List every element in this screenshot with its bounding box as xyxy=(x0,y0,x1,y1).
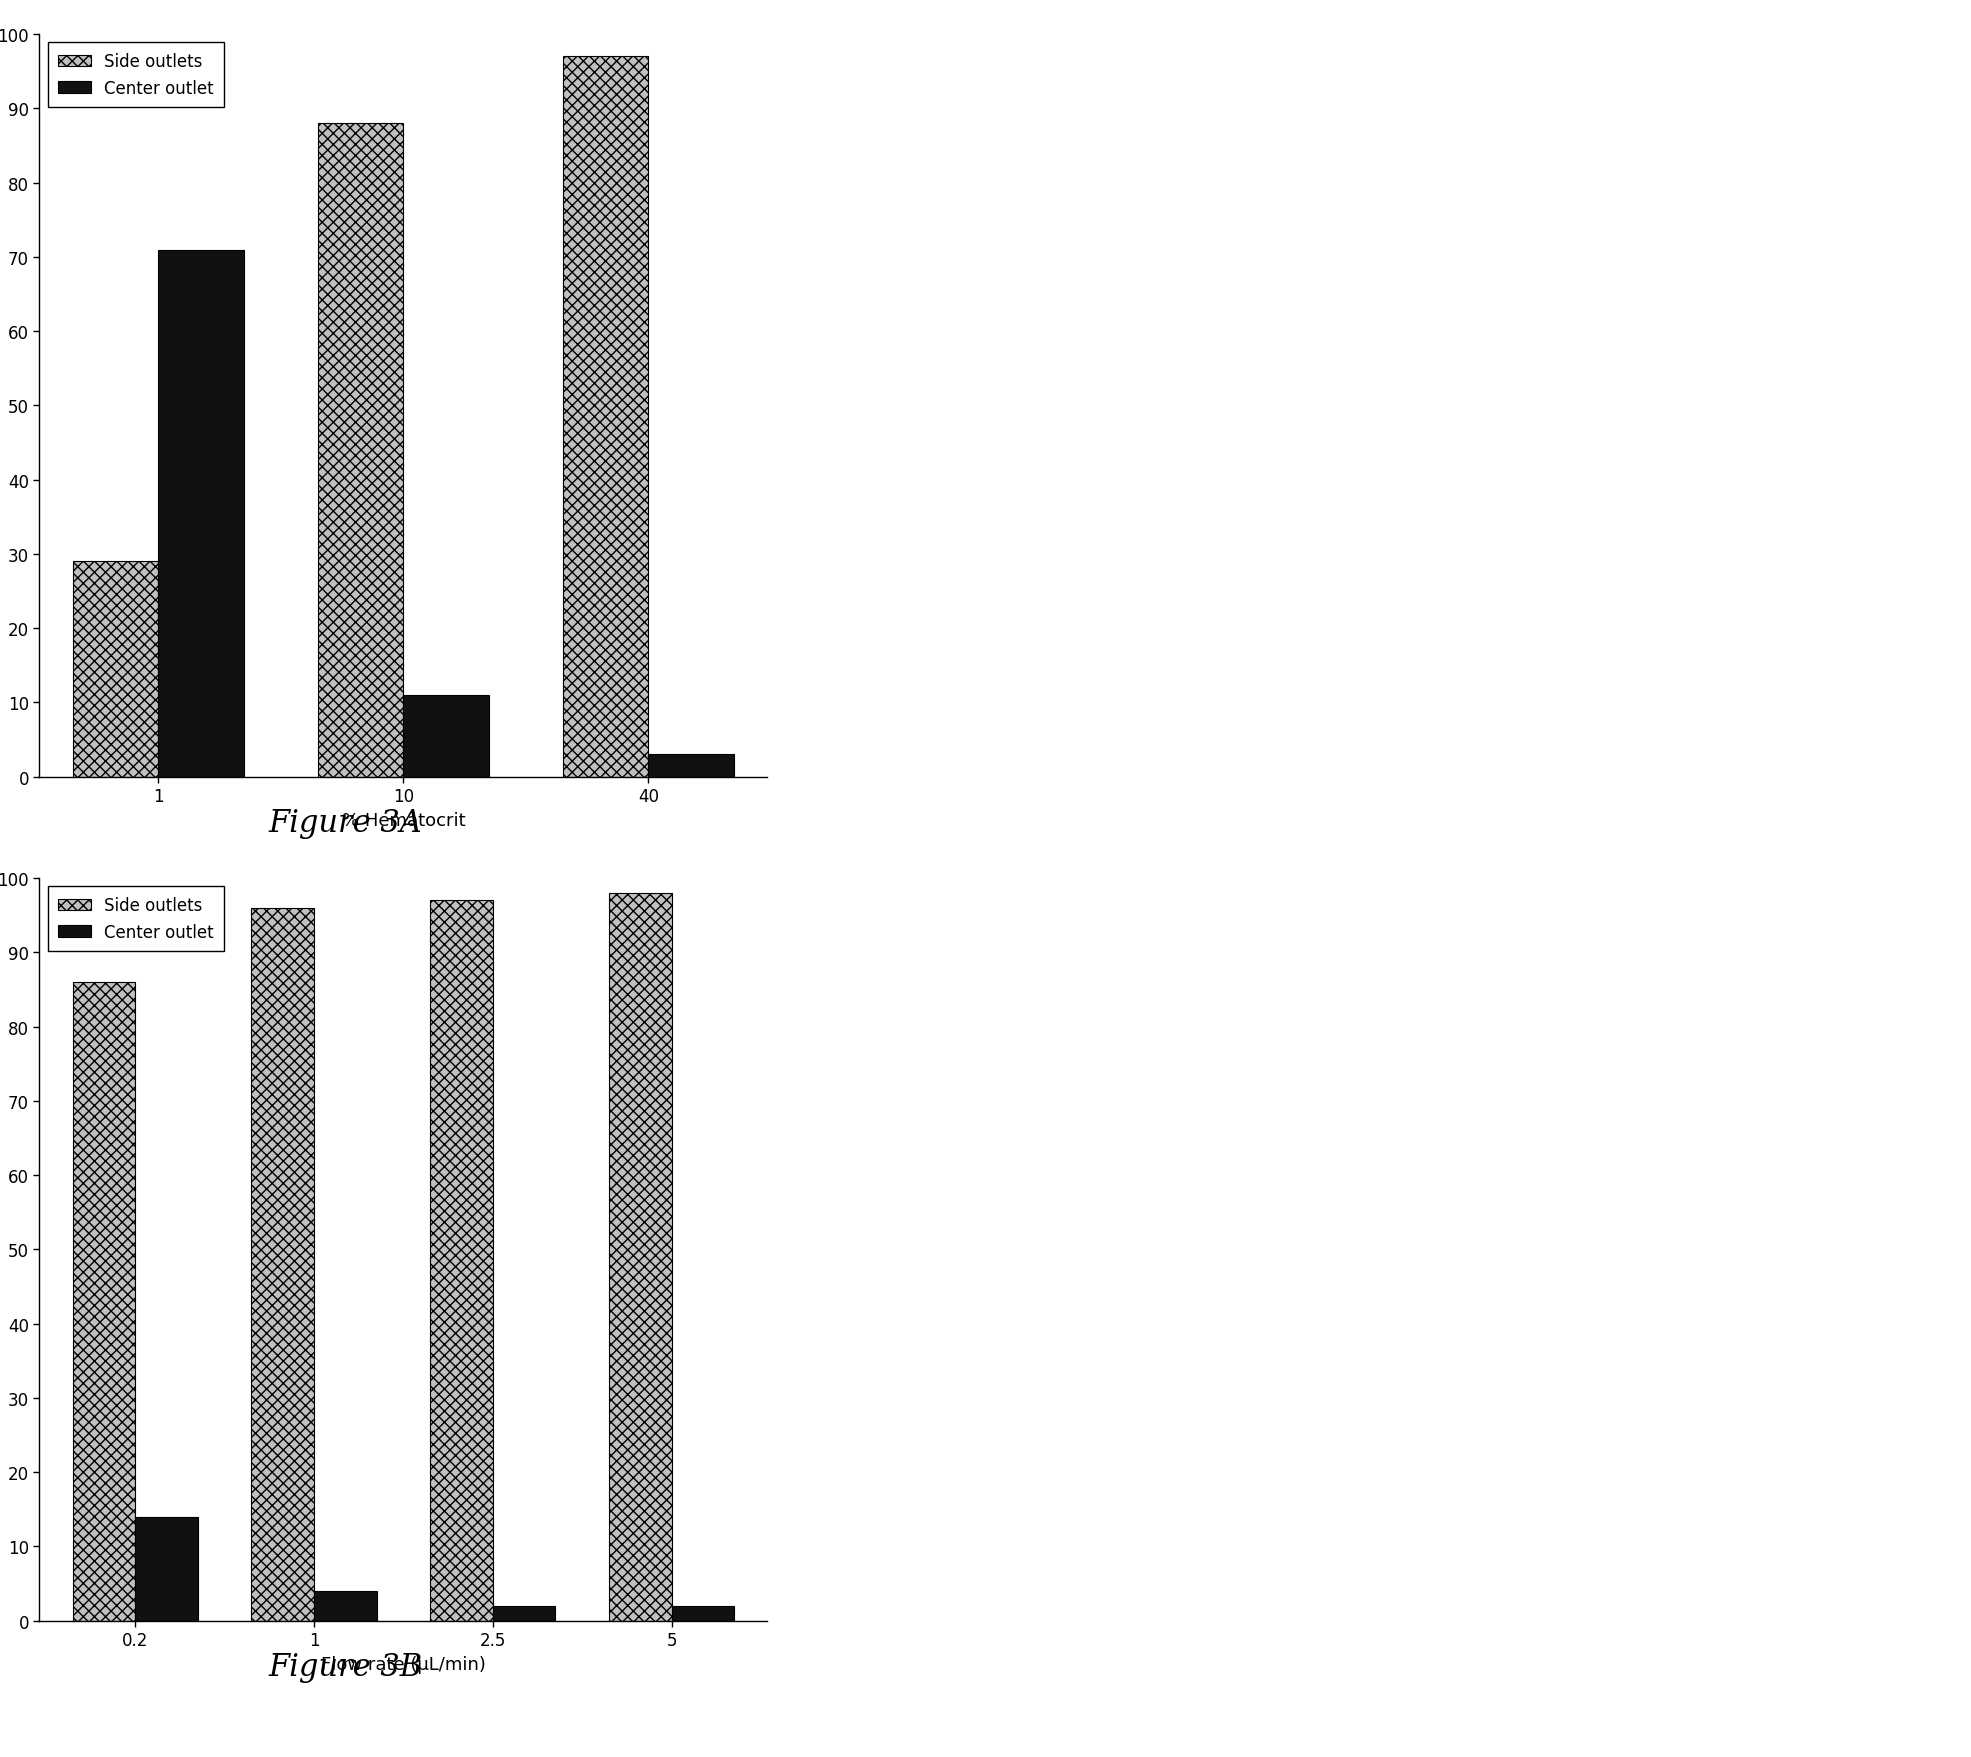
Bar xyxy=(648,756,735,777)
Bar xyxy=(404,696,489,777)
Bar xyxy=(136,1516,197,1620)
Bar xyxy=(158,249,244,777)
Bar xyxy=(317,125,404,777)
Bar xyxy=(252,908,313,1620)
Text: 40% Hct: 40% Hct xyxy=(1851,427,1936,445)
Bar xyxy=(672,1606,735,1620)
Bar xyxy=(313,1592,376,1620)
Text: 5 μL/min: 5 μL/min xyxy=(1847,1270,1936,1288)
X-axis label: % Hematocrit: % Hematocrit xyxy=(341,812,465,829)
Bar xyxy=(73,982,136,1620)
Legend: Side outlets, Center outlet: Side outlets, Center outlet xyxy=(47,887,225,951)
Text: Inlet: Inlet xyxy=(1317,49,1362,69)
Legend: Side outlets, Center outlet: Side outlets, Center outlet xyxy=(47,44,225,107)
Text: 10% Hct: 10% Hct xyxy=(1279,427,1362,445)
Bar xyxy=(493,1606,556,1620)
Text: 1% Hct: 1% Hct xyxy=(1863,49,1936,69)
Bar xyxy=(73,562,158,777)
Bar xyxy=(430,901,493,1620)
Bar xyxy=(562,58,648,777)
X-axis label: Flow rate (μL/min): Flow rate (μL/min) xyxy=(321,1655,485,1673)
Text: Figure 3A: Figure 3A xyxy=(268,808,422,838)
Bar xyxy=(609,893,672,1620)
Text: 1 μL/min: 1 μL/min xyxy=(1847,893,1936,912)
Text: 2.5 μL/min: 2.5 μL/min xyxy=(1256,1270,1362,1288)
Text: Figure 3B: Figure 3B xyxy=(268,1652,422,1681)
Text: 0.2 μL/min: 0.2 μL/min xyxy=(1256,893,1362,912)
